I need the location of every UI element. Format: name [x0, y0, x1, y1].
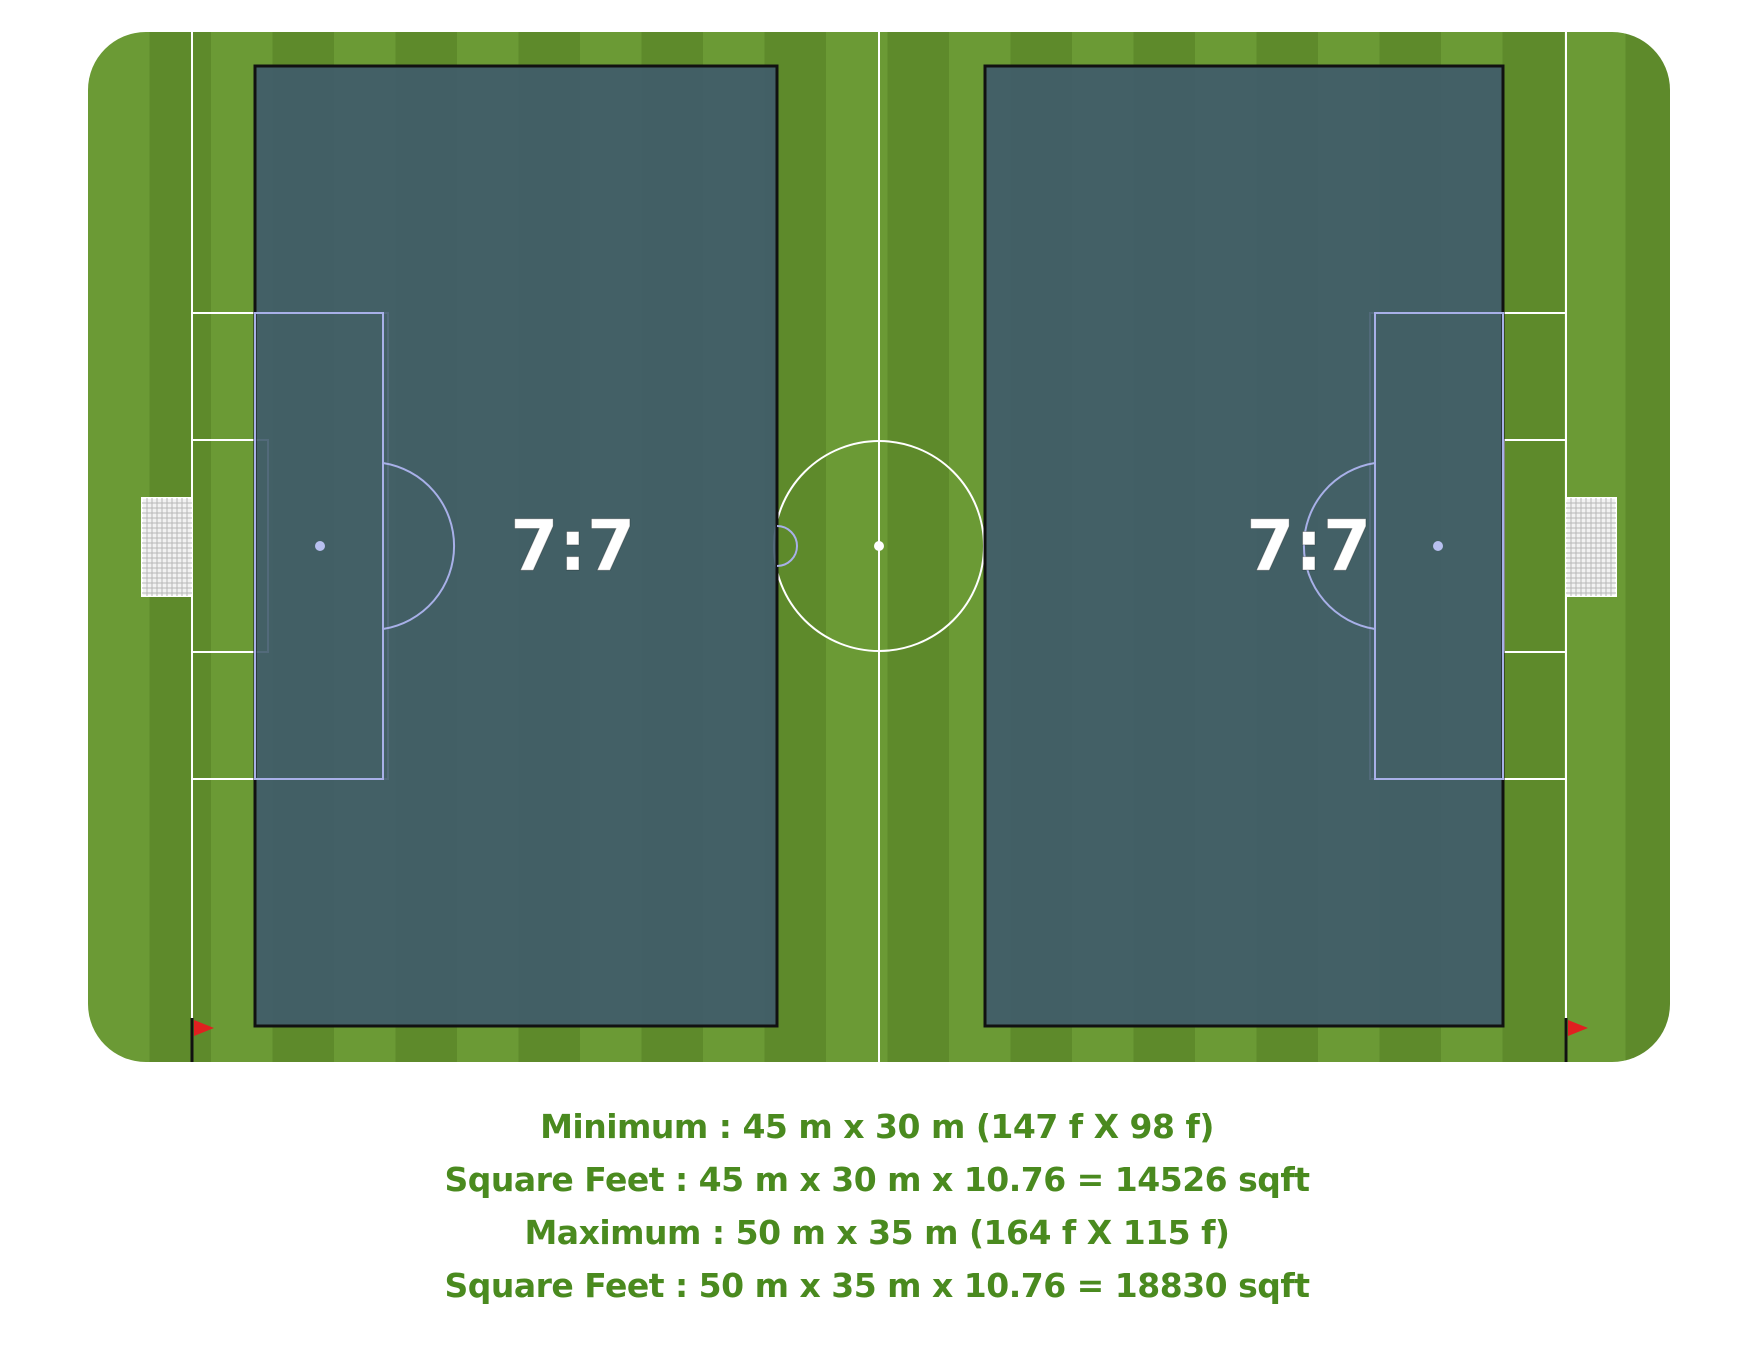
pitch-diagram: 7:7 7:7 [88, 32, 1670, 1062]
left-corner-flag [190, 1018, 214, 1062]
dimensions-text: Minimum : 45 m x 30 m (147 f X 98 f) Squ… [0, 1100, 1754, 1312]
grass-stripe [88, 32, 151, 1062]
minimum-dimensions: Minimum : 45 m x 30 m (147 f X 98 f) [540, 1107, 1214, 1146]
right-field-penalty-spot [1433, 541, 1443, 551]
left-field-penalty-spot [315, 541, 325, 551]
center-spot [874, 541, 884, 551]
grass-stripe [1502, 32, 1565, 1062]
right-corner-flag [1564, 1018, 1588, 1062]
right-field-penalty-arc [1302, 462, 1376, 630]
grass-stripe [1625, 32, 1670, 1062]
soccer-pitch: 7:7 7:7 [88, 32, 1670, 1062]
left-small-field [253, 64, 779, 1028]
right-field-label: 7:7 [1246, 505, 1371, 587]
grass-stripe [887, 32, 950, 1062]
left-field-label: 7:7 [510, 505, 635, 587]
left-field-penalty-box [254, 312, 384, 780]
right-field-penalty-box [1374, 312, 1504, 780]
left-field-penalty-arc [382, 462, 456, 630]
left-goal [141, 497, 193, 597]
right-small-field [983, 64, 1505, 1028]
minimum-square-feet: Square Feet : 45 m x 30 m x 10.76 = 1452… [444, 1160, 1310, 1199]
left-field-center-arc [776, 525, 798, 567]
maximum-square-feet: Square Feet : 50 m x 35 m x 10.76 = 1883… [444, 1266, 1310, 1305]
maximum-dimensions: Maximum : 50 m x 35 m (164 f X 115 f) [524, 1213, 1230, 1252]
right-goal [1565, 497, 1617, 597]
